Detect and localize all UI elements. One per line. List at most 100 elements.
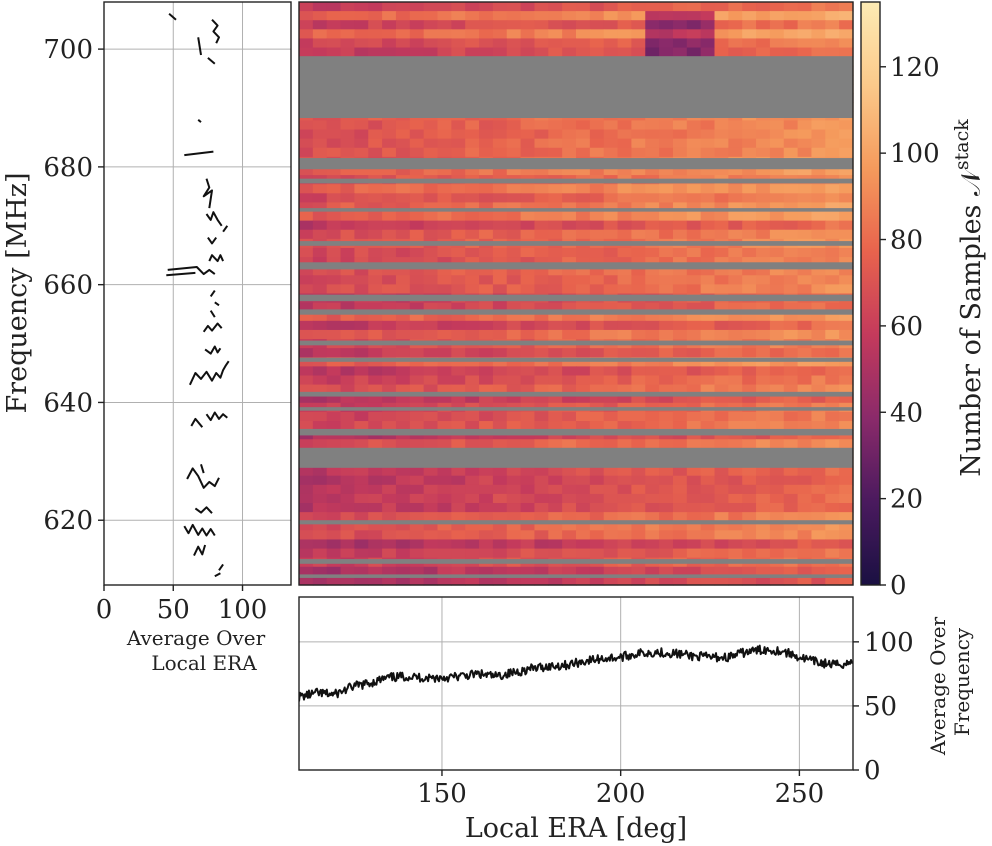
heatmap-cell [423,366,439,377]
heatmap-cell [340,393,355,404]
heatmap-cell [659,11,674,21]
heatmap-cell [783,475,799,486]
heatmap-cell [617,120,632,131]
heatmap-cell [811,247,826,258]
heatmap-cell [783,284,799,295]
heatmap-cell [645,421,660,431]
heatmap-cell [340,357,355,367]
left-curve-segment [166,271,196,277]
heatmap-cell [811,184,826,194]
heatmap-cell [617,348,632,358]
colorbar-tick-label: 0 [890,571,907,601]
heatmap-cell [672,484,688,495]
heatmap-cell [506,421,522,431]
heatmap-cell [465,357,480,367]
heatmap-cell [479,275,494,285]
heatmap-cell [520,147,536,158]
heatmap-cell [479,366,494,377]
heatmap-cell [825,247,840,258]
heatmap-cell [479,484,494,495]
heatmap-cell [437,411,452,422]
heatmap-cell [299,475,314,486]
heatmap-cell [562,138,577,149]
heatmap-cell [506,521,522,531]
heatmap-cell [811,393,826,404]
heatmap-cell [825,530,840,541]
heatmap-cell [686,475,702,486]
heatmap-cell [589,120,605,131]
heatmap-cell [312,193,328,204]
heatmap-cell [728,320,743,331]
heatmap-cell [811,211,826,222]
heatmap-cell [479,193,494,204]
heatmap-cell [617,2,632,12]
heatmap-cell [534,11,549,21]
heatmap-cell [534,329,549,340]
heatmap-cell [576,47,591,58]
heatmap-cell [534,184,549,194]
heatmap-cell [797,475,813,486]
heatmap-cell [617,275,632,285]
left-curve-segment [218,563,224,571]
heatmap-cell [742,47,757,58]
heatmap-cell [631,357,646,367]
heatmap-cell [742,575,757,586]
colorbar-frame [860,1,881,586]
heatmap-cell [451,493,466,504]
heatmap-cell [783,530,799,541]
heatmap-cell [437,247,452,258]
heatmap-cell [368,393,383,404]
heatmap-cell [672,566,688,577]
heatmap-cell [686,20,702,30]
heatmap-cell [409,193,425,204]
heatmap-cell [465,211,480,222]
heatmap-cell [299,147,314,158]
heatmap-cell [520,202,536,213]
heatmap-cell [728,266,743,276]
heatmap-cell [506,138,522,149]
heatmap-cell [839,466,854,477]
heatmap-cell [326,575,342,586]
heatmap-cell [756,575,771,586]
heatmap-cell [548,302,563,313]
heatmap-cell [423,466,439,477]
heatmap-cell [479,29,494,40]
heatmap-cell [437,384,452,395]
heatmap-cell [783,120,799,131]
heatmap-cell [686,566,702,577]
heatmap-panel [298,1,854,586]
heatmap-cell [645,530,660,541]
heatmap-cell [548,421,563,431]
heatmap-cell [589,566,605,577]
heatmap-cell [742,247,757,258]
heatmap-cell [617,257,632,267]
heatmap-cell [395,366,411,377]
heatmap-cell [451,165,466,176]
heatmap-cell [312,530,328,541]
heatmap-cell [603,211,619,222]
heatmap-cell [451,120,466,131]
heatmap-cell [479,375,494,386]
heatmap-cell [769,484,785,495]
heatmap-cell [479,466,494,477]
heatmap-cell [839,320,854,331]
heatmap-cell [659,366,674,377]
heatmap-cell [520,393,536,404]
heatmap-cell [811,493,826,504]
heatmap-cell [312,521,328,531]
heatmap-cell [409,211,425,222]
heatmap-cell [479,120,494,131]
heatmap-cell [825,138,840,149]
heatmap-cell [714,120,729,131]
heatmap-cell [520,229,536,240]
heatmap-cell [382,38,397,49]
heatmap-cell [783,220,799,231]
heatmap-cell [506,229,522,240]
heatmap-cell [409,120,425,131]
heatmap-cell [714,220,729,231]
heatmap-cell [451,357,466,367]
heatmap-cell [672,466,688,477]
heatmap-cell [451,129,466,140]
heatmap-cell [368,348,383,358]
heatmap-cell [769,357,785,367]
